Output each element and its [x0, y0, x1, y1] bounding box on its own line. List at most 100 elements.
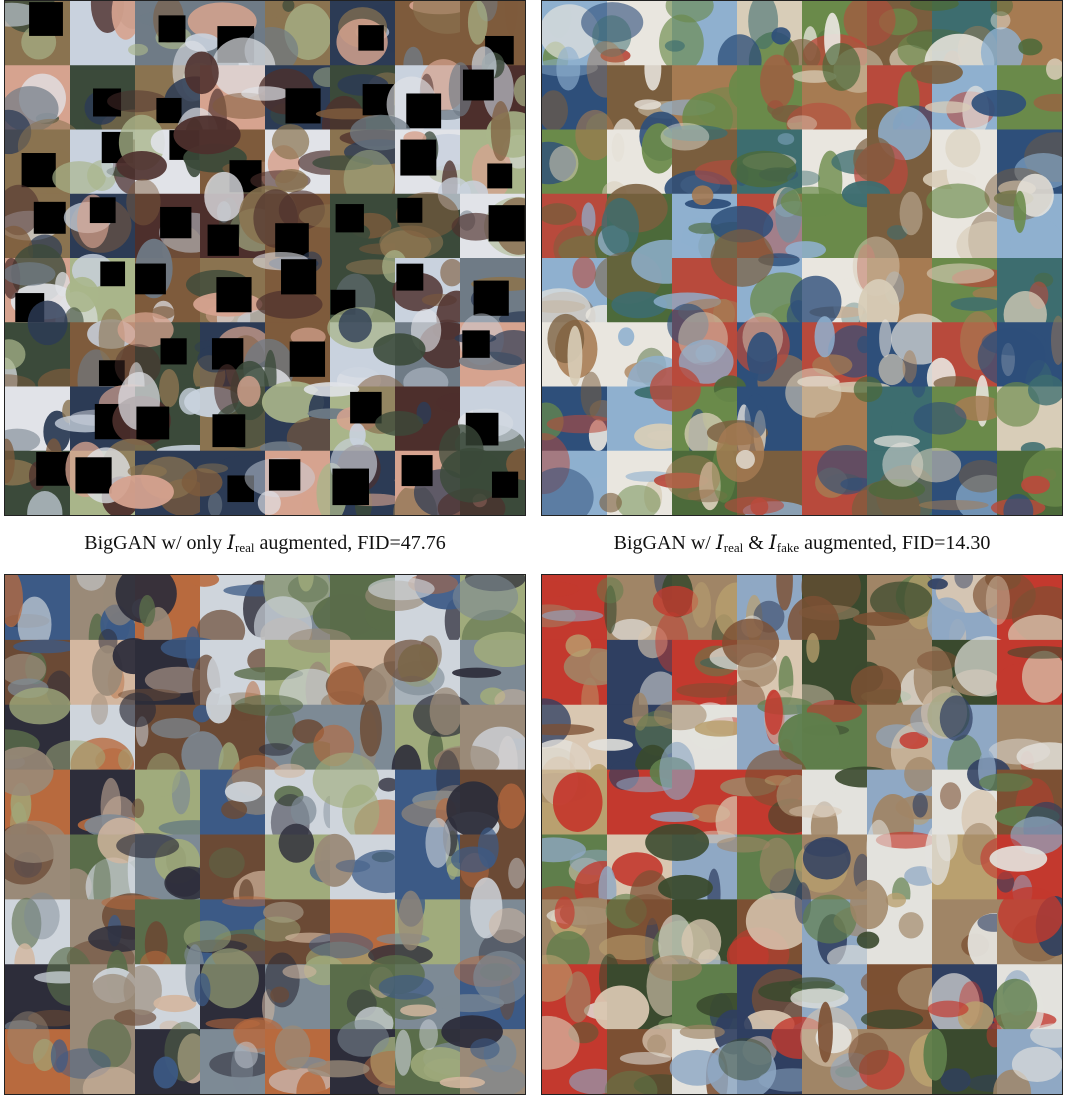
- caption-subscript-2: fake: [776, 540, 800, 555]
- sample-tile: [785, 368, 891, 452]
- sample-tile: [790, 244, 877, 331]
- sample-tile: [181, 450, 276, 515]
- caption-symbol: I: [227, 530, 235, 554]
- sample-grid-image: [5, 1, 525, 515]
- sample-tile: [314, 833, 420, 900]
- sample-tile: [116, 832, 215, 900]
- sample-tile: [927, 964, 998, 1035]
- sample-tile: [542, 433, 623, 515]
- sample-tile: [720, 750, 817, 835]
- sample-tile: [988, 704, 1062, 773]
- sample-tile: [259, 381, 352, 460]
- sample-tile: [645, 823, 738, 920]
- sample-tile: [542, 575, 608, 641]
- sample-tile: [368, 879, 461, 966]
- sample-tile: [926, 258, 1012, 323]
- caption-symbol: I: [715, 530, 724, 554]
- sample-tile: [439, 1015, 525, 1094]
- sample-tile: [913, 375, 1004, 452]
- caption-real-and-fake-augmented: BigGAN w/ Ireal & Ifake augmented, FID=1…: [541, 530, 1063, 556]
- sample-tile: [112, 368, 227, 457]
- sample-tile: [542, 896, 621, 977]
- sample-tile: [733, 312, 812, 408]
- sample-tile: [972, 575, 1062, 655]
- sample-tile: [5, 184, 71, 280]
- sample-tile: [650, 741, 755, 847]
- sample-tile: [5, 575, 71, 652]
- sample-tile: [996, 639, 1062, 709]
- sample-tile: [993, 374, 1062, 456]
- sample-tile: [252, 251, 331, 323]
- sample-tile: [910, 686, 998, 794]
- caption-symbol-2: I: [768, 530, 777, 554]
- sample-tile: [542, 109, 615, 195]
- sample-grid-image: [5, 575, 525, 1094]
- sample-tile: [991, 964, 1062, 1040]
- sample-tile: [795, 834, 884, 900]
- caption-suffix: augmented, FID=47.76: [254, 532, 446, 554]
- sample-tile: [659, 1, 744, 73]
- sample-tile: [5, 892, 71, 984]
- caption-subscript: real: [234, 540, 255, 555]
- sample-tile: [980, 1, 1062, 78]
- sample-tile: [848, 1029, 954, 1094]
- sample-tile: [316, 437, 402, 515]
- sample-tile: [716, 834, 811, 906]
- sample-tile: [194, 948, 266, 1030]
- sample-tile: [716, 422, 808, 515]
- caption-only-real-augmented: BigGAN w/ only Ireal augmented, FID=47.7…: [4, 530, 526, 556]
- sample-tile: [454, 313, 525, 387]
- sample-tile: [542, 41, 626, 145]
- sample-tile: [365, 575, 482, 643]
- sample-tile: [594, 239, 701, 323]
- sample-tile: [312, 114, 414, 210]
- sample-tile: [5, 109, 83, 209]
- sample-grid-cutout-augmented: [4, 0, 526, 516]
- sample-tile: [265, 1025, 334, 1094]
- sample-tile: [660, 122, 764, 208]
- sample-tile: [993, 1023, 1062, 1094]
- sample-tile: [730, 129, 803, 195]
- sample-grid-only-real-augmented: [4, 574, 526, 1095]
- sample-tile: [542, 313, 608, 387]
- sample-tile: [395, 1019, 494, 1094]
- sample-tile: [867, 756, 948, 855]
- caption-subscript: real: [723, 540, 744, 555]
- sample-tile: [593, 953, 685, 1034]
- sample-tile: [5, 1, 71, 66]
- sample-tile: [604, 1023, 698, 1094]
- caption-prefix: BigGAN w/ only: [84, 532, 228, 554]
- sample-tile: [849, 879, 933, 965]
- sample-tile: [56, 1019, 142, 1094]
- sample-tile: [135, 1021, 208, 1094]
- sample-tile: [984, 167, 1062, 271]
- sample-tile: [997, 886, 1062, 965]
- sample-grid-baseline: [541, 0, 1063, 516]
- sample-grid-image: [542, 1, 1062, 515]
- sample-tile: [379, 177, 471, 263]
- sample-tile: [542, 756, 613, 835]
- sample-tile: [451, 193, 525, 259]
- sample-tile: [386, 59, 467, 133]
- sample-grid-image: [542, 575, 1062, 1094]
- sample-tile: [452, 631, 525, 713]
- sample-tile: [649, 366, 759, 468]
- caption-suffix: augmented, FID=14.30: [799, 532, 991, 554]
- sample-tile: [115, 575, 201, 662]
- sample-tile: [108, 450, 210, 515]
- sample-tile: [542, 371, 617, 452]
- sample-tile: [238, 185, 360, 259]
- sample-tile: [373, 308, 477, 398]
- sample-tile: [375, 386, 480, 452]
- sample-tile: [923, 1022, 1017, 1094]
- sample-tile: [437, 424, 525, 515]
- sample-tile: [366, 955, 461, 1030]
- sample-tile: [990, 447, 1062, 515]
- sample-grid-real-and-fake-augmented: [541, 574, 1063, 1095]
- sample-tile: [5, 438, 71, 515]
- sample-tile: [460, 258, 525, 328]
- caption-prefix: BigGAN w/: [613, 532, 716, 554]
- sample-tile: [114, 944, 205, 1034]
- sample-tile: [184, 360, 276, 452]
- caption-mid: &: [743, 532, 769, 554]
